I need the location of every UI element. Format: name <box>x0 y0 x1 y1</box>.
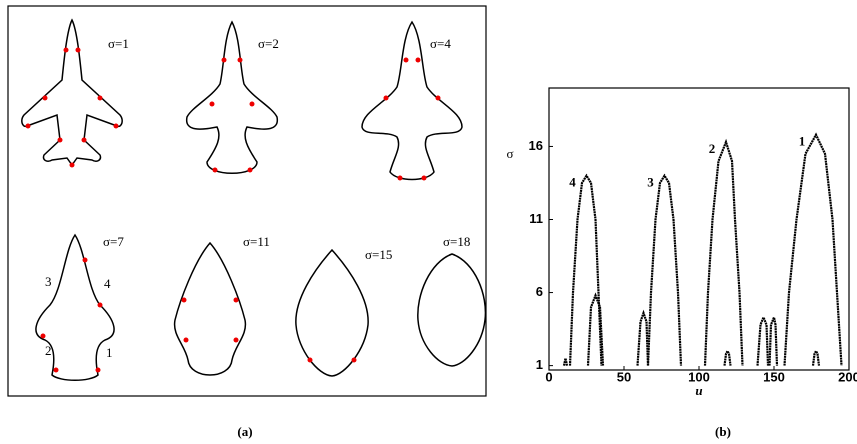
caption: (b) <box>715 424 731 439</box>
contour <box>36 235 114 380</box>
arc <box>648 176 681 366</box>
arc <box>725 351 731 366</box>
y-tick-label: 1 <box>536 357 543 372</box>
scale-label: σ=1 <box>108 36 129 51</box>
contour <box>296 250 368 376</box>
arc-label: 4 <box>569 175 576 190</box>
contour <box>175 243 246 375</box>
x-tick-label: 200 <box>838 369 857 384</box>
plot-frame <box>549 88 849 370</box>
segment-label: 1 <box>106 345 113 360</box>
x-tick-label: 50 <box>617 369 631 384</box>
arc <box>564 358 567 365</box>
arc-label: 2 <box>709 141 716 156</box>
segment-label: 2 <box>45 343 52 358</box>
x-tick-label: 100 <box>688 369 710 384</box>
inflection-points <box>26 48 441 373</box>
y-axis-label: σ <box>506 146 513 161</box>
arc-label: 1 <box>799 134 806 149</box>
scale-label: σ=11 <box>243 234 270 249</box>
contour <box>418 254 486 366</box>
arc <box>705 142 743 366</box>
arc-label: 3 <box>647 175 654 190</box>
arc <box>770 317 778 365</box>
segment-label: 4 <box>104 276 111 291</box>
y-tick-label: 16 <box>529 138 543 153</box>
arc <box>758 317 769 365</box>
arc <box>638 313 649 366</box>
scale-label: σ=15 <box>365 247 392 262</box>
scale-label: σ=7 <box>103 234 124 249</box>
scale-label: σ=2 <box>258 36 279 51</box>
scale-label: σ=4 <box>430 36 451 51</box>
x-tick-label: 150 <box>763 369 785 384</box>
y-tick-label: 11 <box>529 211 543 226</box>
scale-labels: σ=1 σ=2 σ=4 σ=7 σ=11 σ=15 σ=18 1 2 3 4 <box>45 36 470 360</box>
arc <box>785 135 842 366</box>
x-axis-label: u <box>695 383 702 398</box>
caption: (a) <box>237 424 252 439</box>
panel-a-shapes <box>22 20 486 380</box>
y-tick-label: 6 <box>536 284 543 299</box>
scale-label: σ=18 <box>443 234 470 249</box>
arc <box>570 176 602 366</box>
page: σ=1 σ=2 σ=4 σ=7 σ=11 σ=15 σ=18 1 2 3 4 (… <box>0 0 857 444</box>
segment-label: 3 <box>45 274 52 289</box>
x-tick-label: 0 <box>545 369 552 384</box>
figure: σ=1 σ=2 σ=4 σ=7 σ=11 σ=15 σ=18 1 2 3 4 (… <box>0 0 857 444</box>
arc <box>813 351 819 366</box>
